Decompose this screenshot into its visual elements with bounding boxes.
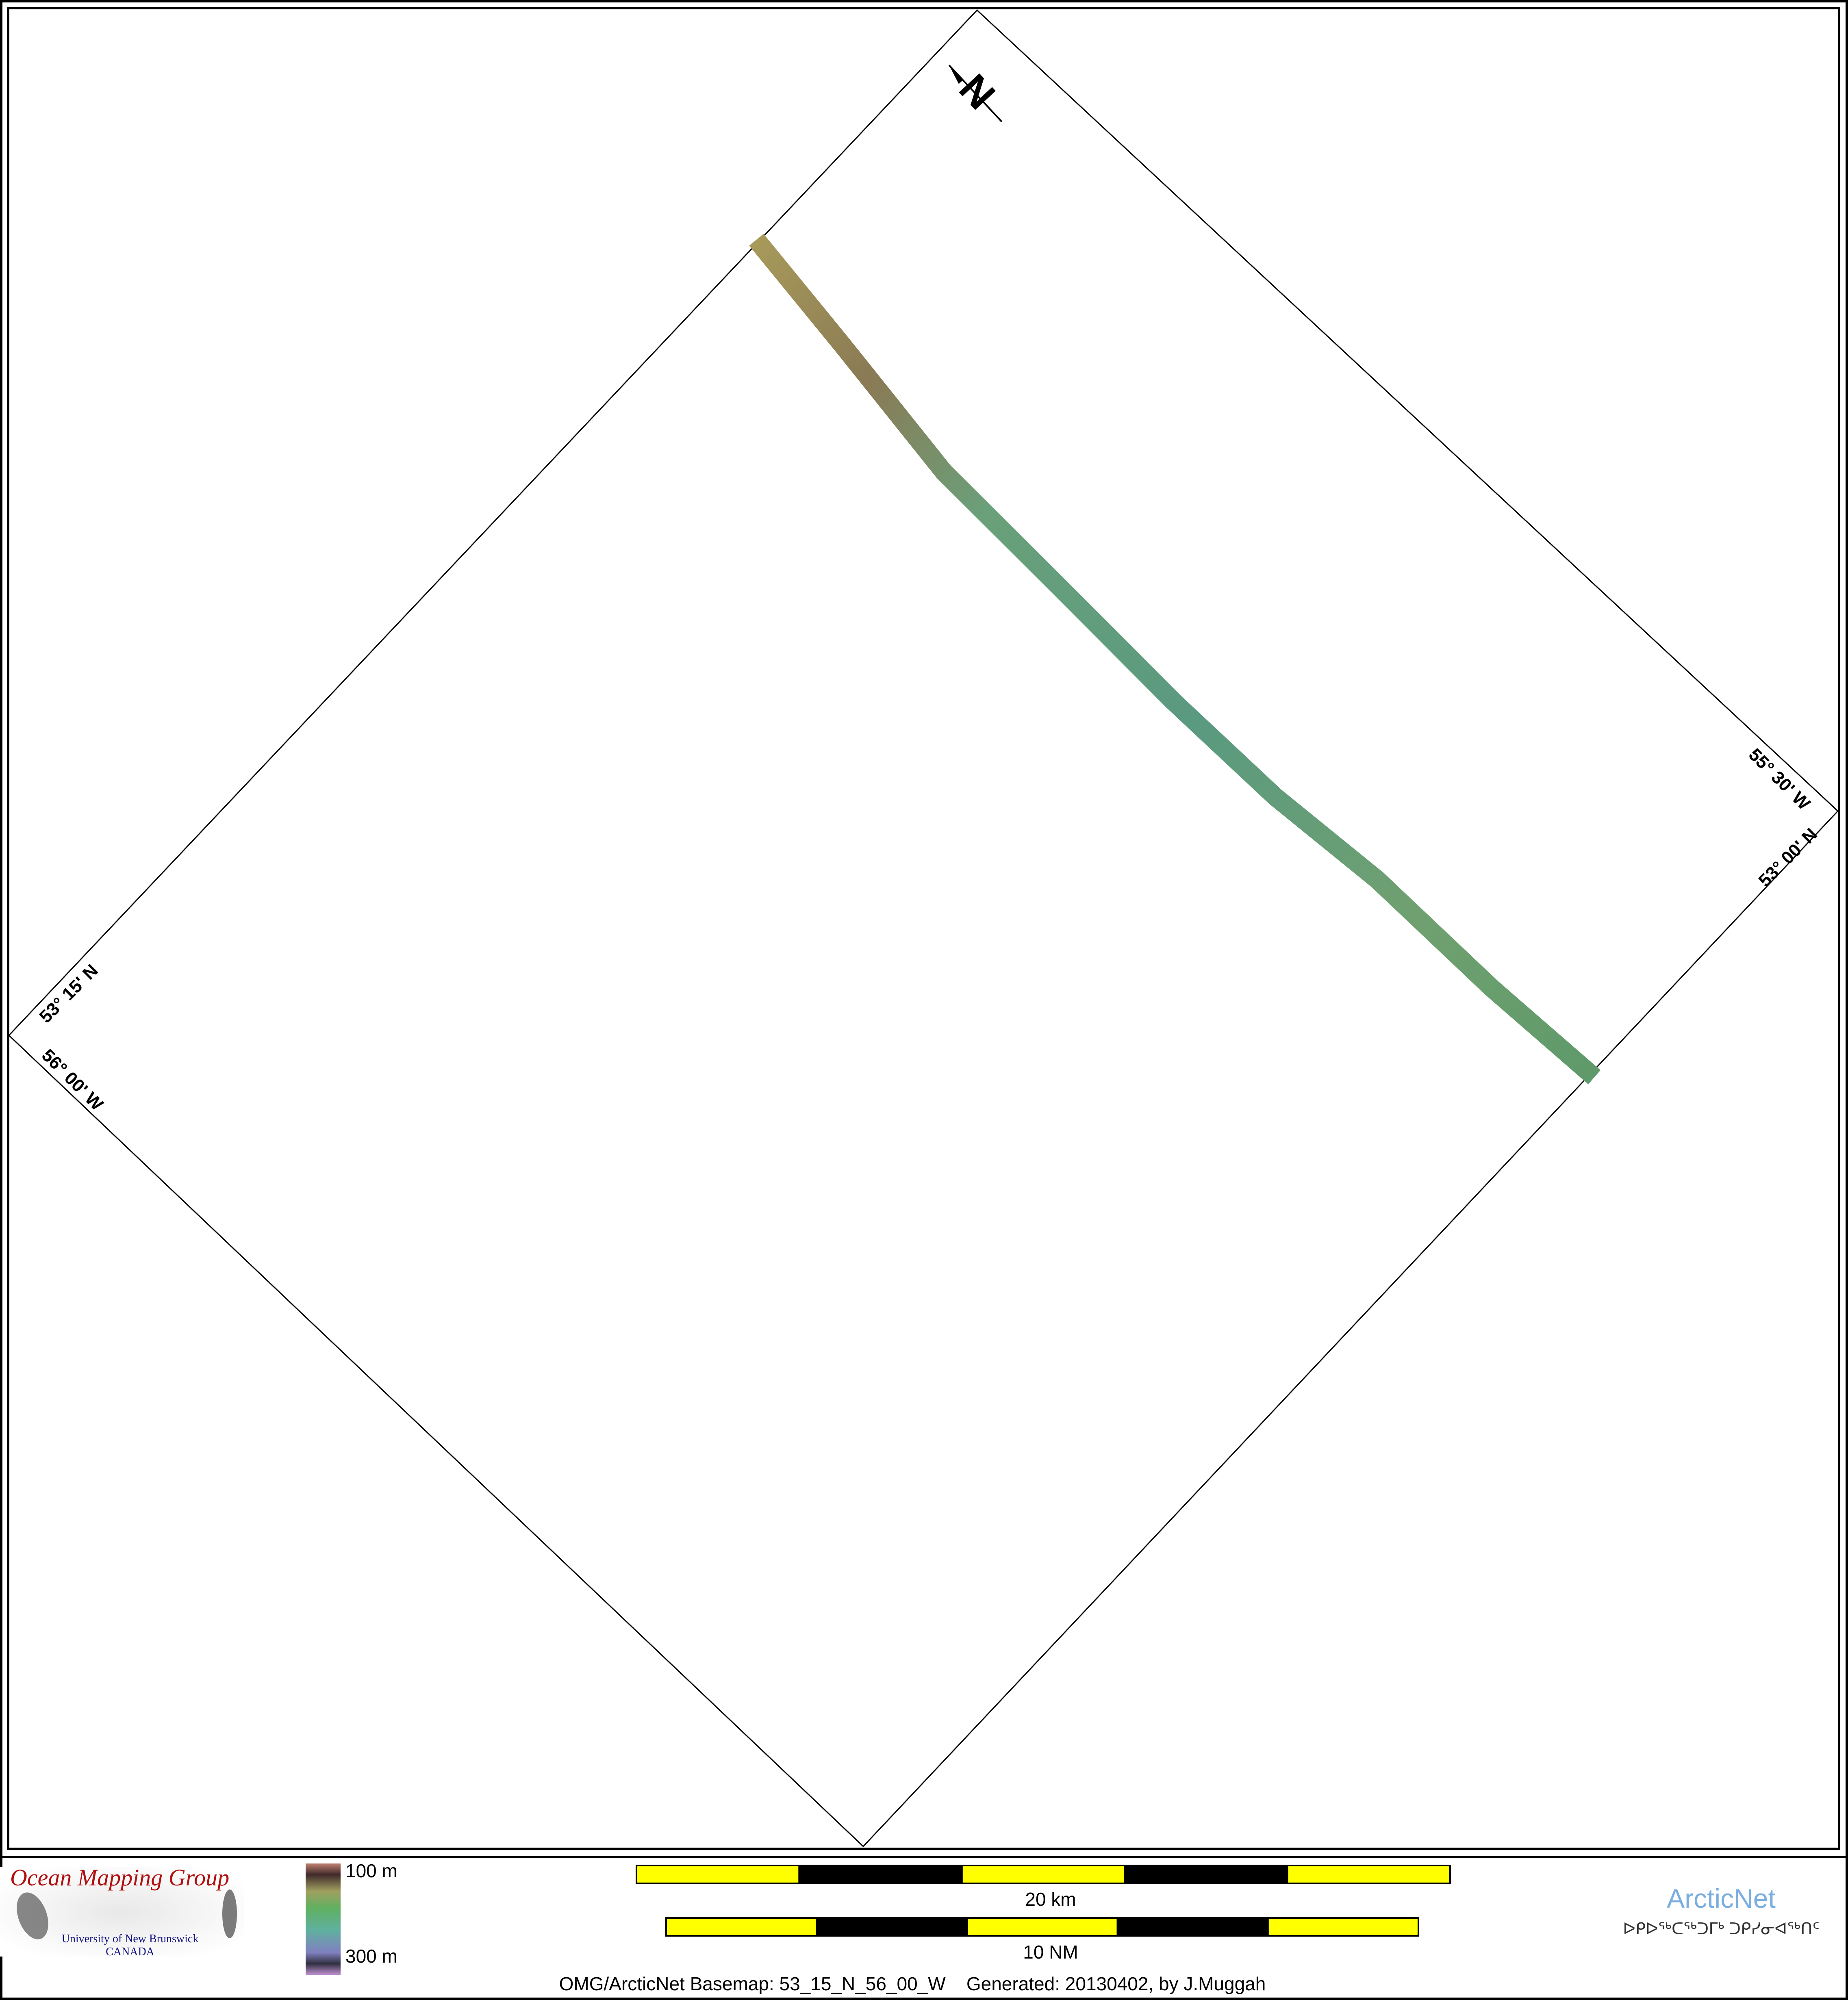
scale-bar-km [636, 1865, 1451, 1884]
scale-bar-nm [665, 1917, 1420, 1937]
omg-title: Ocean Mapping Group [10, 1864, 229, 1891]
omg-logo: Ocean Mapping Group University of New Br… [0, 1864, 244, 1958]
scale-bar-segment [798, 1865, 963, 1884]
scale-bar-segment [1116, 1917, 1269, 1937]
scale-bar-segment [1267, 1917, 1420, 1937]
scale-bar-nm-label: 10 NM [1023, 1941, 1078, 1963]
bathymetry-track [749, 234, 1601, 1085]
footer-caption: OMG/ArcticNet Basemap: 53_15_N_56_00_W G… [559, 1973, 1266, 1994]
omg-university: University of New Brunswick [62, 1933, 199, 1945]
scale-bar-segment [816, 1917, 968, 1937]
depth-colorbar [306, 1863, 341, 1975]
omg-country: CANADA [106, 1946, 155, 1958]
depth-max-label: 300 m [345, 1946, 397, 1967]
scale-bar-segment [636, 1865, 800, 1884]
arcticnet-syllabics: ᐅᑭᐅᖅᑕᖅᑐᒥᒃ ᑐᑭᓯᓂᐊᖅᑎᑦ [1623, 1920, 1820, 1938]
sheet-boundary [8, 9, 1839, 1848]
scale-bar-segment [1286, 1865, 1451, 1884]
scale-bar-km-label: 20 km [1025, 1889, 1076, 1910]
arcticnet-logo: ArcticNet [1667, 1883, 1776, 1913]
map-frame [7, 7, 1840, 1850]
scale-bar-segment [966, 1917, 1118, 1937]
scale-bar-segment [665, 1917, 818, 1937]
scale-bar-segment [961, 1865, 1126, 1884]
scale-bar-segment [1124, 1865, 1288, 1884]
depth-min-label: 100 m [345, 1860, 397, 1881]
